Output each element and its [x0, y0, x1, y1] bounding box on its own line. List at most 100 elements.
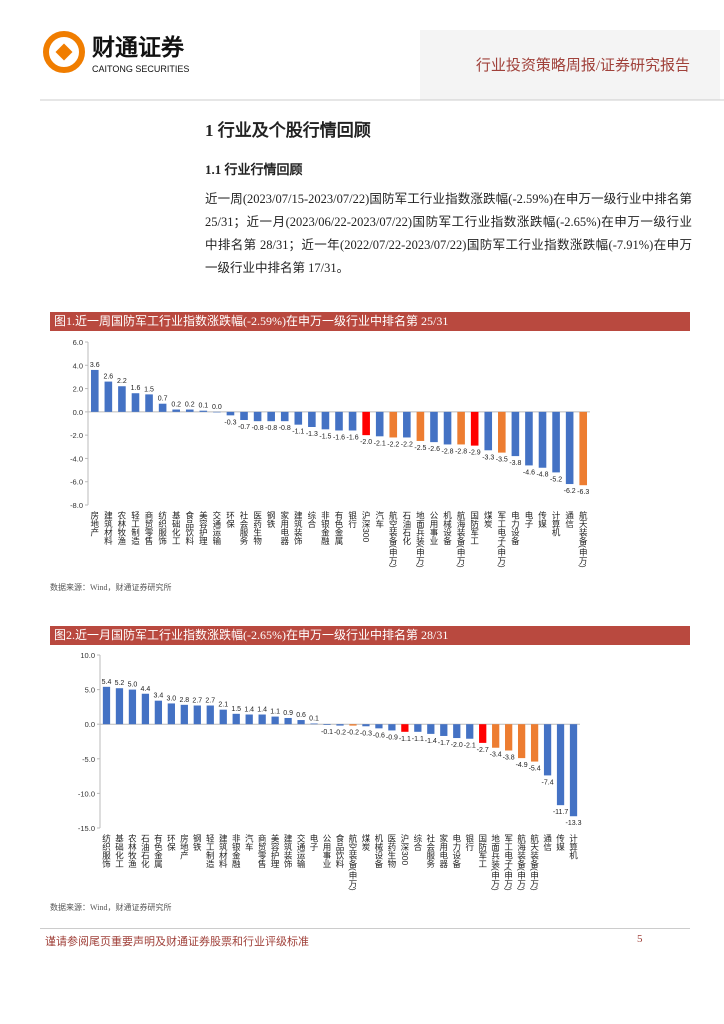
x-tick-label: 纺织服饰 [101, 833, 111, 869]
x-tick-label: 煤炭 [361, 833, 371, 852]
bar [321, 411, 330, 430]
value-label: -2.0 [360, 439, 372, 446]
x-tick-label: 电力设备 [452, 833, 462, 869]
value-label: -5.4 [529, 766, 541, 773]
x-tick-label: 社会服务 [239, 510, 249, 546]
bar [115, 688, 124, 725]
bar [267, 411, 275, 422]
x-tick-label: 航海装备(申万) [456, 510, 466, 567]
section-title: 1 行业及个股行情回顾 [205, 121, 371, 140]
x-tick-label: 综合 [307, 510, 317, 529]
x-tick-label: 家用电器 [439, 833, 449, 869]
value-label: 0.7 [158, 396, 168, 403]
value-label: 3.6 [90, 362, 100, 369]
value-label: -2.6 [428, 446, 440, 453]
value-label: -1.1 [399, 736, 411, 743]
value-label: -3.4 [490, 752, 502, 759]
page-number: 5 [637, 933, 643, 945]
x-tick-label: 航天装备(申万) [578, 510, 588, 567]
x-tick-label: 医药生物 [253, 511, 263, 546]
x-tick-label: 有色金属 [334, 510, 344, 546]
footer-disclaimer: 谨请参阅尾页重要声明及财通证券股票和行业评级标准 [45, 936, 309, 948]
bar [505, 724, 513, 751]
bar [308, 411, 316, 427]
y-tick-label: -2.0 [70, 431, 83, 440]
bar [349, 724, 357, 726]
value-label: -0.7 [238, 424, 250, 431]
value-label: -1.4 [425, 738, 437, 745]
bar [457, 411, 465, 445]
value-label: 1.1 [270, 709, 280, 716]
value-label: 2.8 [179, 697, 189, 704]
bar [556, 724, 565, 806]
x-tick-label: 纺织服饰 [158, 510, 168, 546]
x-tick-label: 商贸零售 [257, 833, 267, 869]
y-tick-label: 10.0 [80, 651, 95, 660]
value-label: 2.7 [205, 698, 215, 705]
bar [336, 724, 344, 726]
value-label: -6.2 [564, 488, 576, 495]
bar [240, 411, 248, 421]
value-label: 2.6 [103, 374, 113, 381]
value-label: 1.4 [257, 707, 267, 714]
x-tick-label: 计算机 [551, 510, 561, 537]
x-tick-label: 石油石化 [402, 511, 412, 546]
bar [258, 714, 266, 725]
bar [569, 724, 578, 817]
bar [219, 709, 227, 725]
value-label: -2.2 [387, 441, 399, 448]
bar [206, 705, 214, 725]
value-label: 0.0 [212, 404, 222, 411]
section-subtitle: 1.1 行业行情回顾 [205, 162, 303, 177]
bar [323, 724, 331, 725]
value-label: -0.2 [334, 730, 346, 737]
bar [118, 386, 126, 412]
bar [443, 411, 452, 445]
value-label: -0.1 [321, 729, 333, 736]
bar [479, 724, 487, 743]
x-tick-label: 商贸零售 [144, 510, 154, 546]
y-tick-label: 2.0 [73, 385, 83, 394]
x-tick-label: 轻工制造 [205, 833, 215, 869]
bar [167, 703, 175, 725]
bar [579, 411, 588, 486]
value-label: -1.5 [319, 433, 331, 440]
y-tick-label: 6.0 [73, 338, 83, 347]
bar [530, 724, 539, 762]
x-tick-label: 地面兵装(申万) [415, 510, 425, 567]
value-label: 0.1 [309, 716, 319, 723]
x-tick-label: 通信 [565, 510, 575, 529]
value-label: 0.2 [185, 402, 195, 409]
value-label: -11.7 [553, 809, 569, 816]
x-tick-label: 有色金属 [153, 833, 163, 869]
bar [470, 411, 479, 446]
bar [284, 717, 292, 725]
x-tick-label: 航空装备(申万) [348, 833, 358, 890]
y-tick-label: 0.0 [85, 720, 95, 729]
value-label: -4.6 [523, 469, 535, 476]
report-type: 行业投资策略周报/证券研究报告 [476, 57, 690, 74]
x-tick-label: 计算机 [569, 833, 579, 860]
bar [180, 704, 188, 725]
chart-title: 图1.近一周国防军工行业指数涨跌幅(-2.59%)在申万一级行业中排名第 25/… [50, 312, 690, 331]
bar [543, 724, 552, 776]
x-tick-label: 食品饮料 [185, 510, 195, 546]
value-label: 5.0 [128, 682, 138, 689]
x-tick-label: 综合 [413, 833, 423, 852]
bar [552, 411, 560, 473]
bar [511, 411, 520, 457]
y-tick-label: -10.0 [78, 789, 95, 798]
bar [403, 411, 411, 438]
bar [348, 411, 357, 431]
value-label: -2.8 [442, 448, 454, 455]
x-tick-label: 银行 [348, 510, 358, 529]
value-label: -2.5 [414, 445, 426, 452]
value-label: -3.5 [496, 457, 508, 464]
logo-mark-core [55, 43, 73, 61]
x-tick-label: 航天装备(申万) [530, 833, 540, 890]
bar [498, 411, 506, 453]
bar [538, 411, 547, 468]
bar [389, 411, 398, 438]
value-label: 1.5 [144, 386, 154, 393]
